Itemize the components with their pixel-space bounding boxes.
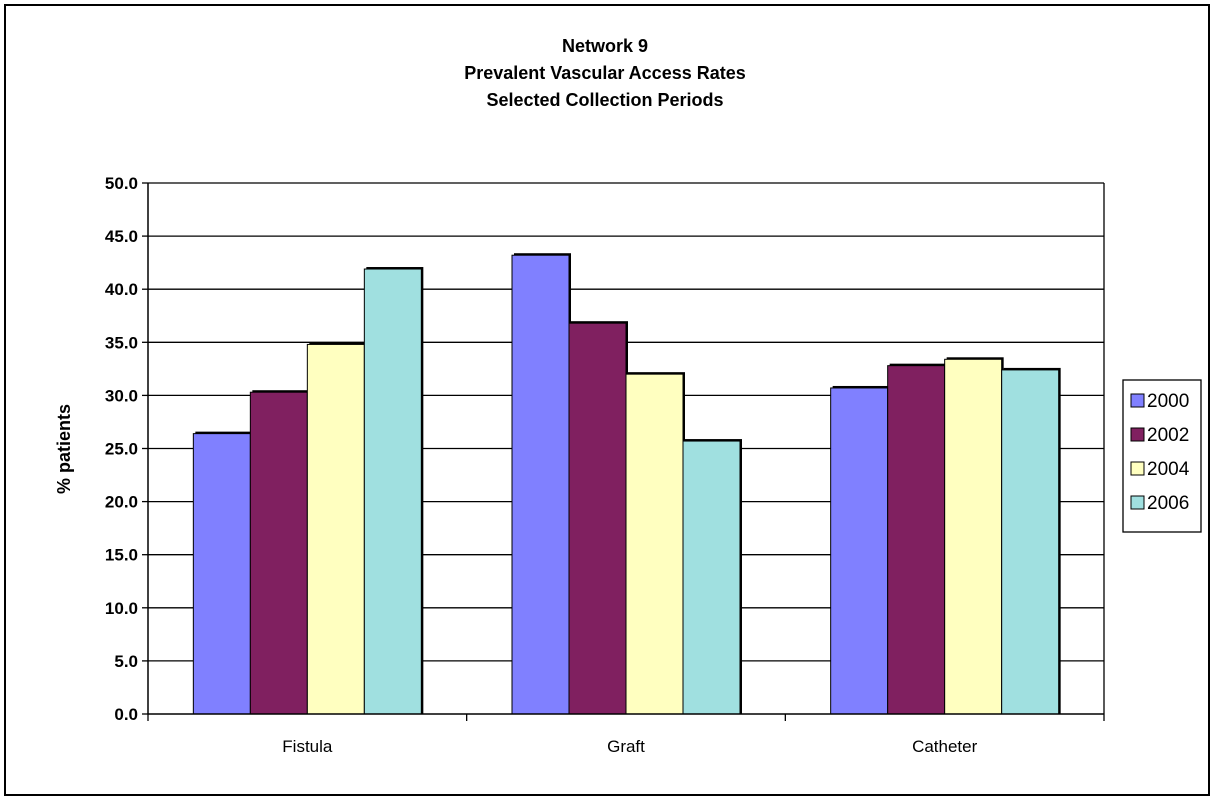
- chart-frame: Network 9 Prevalent Vascular Access Rates…: [4, 4, 1210, 796]
- y-tick-labels: 0.0 5.0 10.0 15.0 20.0 25.0 30.0 35.0 40.0 45.0 50…: [105, 174, 138, 724]
- y-tick-label: 15.0: [105, 546, 138, 565]
- legend-label-2002: 2002: [1147, 425, 1189, 446]
- y-tick-label: 20.0: [105, 493, 138, 512]
- legend-swatch-2006: [1130, 495, 1145, 510]
- bar-2004-graft: [625, 373, 684, 715]
- y-tick-label: 5.0: [114, 652, 138, 671]
- legend-label-2000: 2000: [1147, 391, 1189, 412]
- axes: [142, 182, 1105, 721]
- title-line: Prevalent Vascular Access Rates: [464, 63, 746, 83]
- y-tick-label: 30.0: [105, 386, 138, 405]
- legend: 2000 2002 2004 2006: [1122, 379, 1202, 533]
- y-tick-label: 35.0: [105, 333, 138, 352]
- legend-swatch-2004: [1130, 461, 1145, 476]
- y-tick-label: 50.0: [105, 174, 138, 193]
- bar-2000-catheter: [830, 387, 889, 715]
- bar-2000-fistula: [192, 433, 251, 715]
- bar-2006-catheter: [1001, 369, 1060, 715]
- bars: [192, 253, 1061, 715]
- bar-2004-catheter: [944, 358, 1003, 715]
- legend-label-2006: 2006: [1147, 493, 1189, 514]
- bar-2004-fistula: [306, 343, 365, 715]
- bar-2002-graft: [568, 322, 627, 715]
- x-category-label: Graft: [607, 737, 645, 756]
- y-tick-label: 25.0: [105, 440, 138, 459]
- legend-swatch-2002: [1130, 427, 1145, 442]
- y-axis-label: % patients: [54, 404, 74, 494]
- bar-2002-catheter: [887, 365, 946, 715]
- title-line: Selected Collection Periods: [486, 90, 723, 110]
- chart: Network 9 Prevalent Vascular Access Rates…: [54, 36, 1202, 756]
- x-category-label: Fistula: [282, 737, 333, 756]
- y-tick-label: 45.0: [105, 227, 138, 246]
- legend-swatch-2000: [1130, 393, 1145, 408]
- bar-2002-fistula: [249, 391, 308, 715]
- legend-label-2004: 2004: [1147, 459, 1190, 480]
- y-tick-label: 40.0: [105, 280, 138, 299]
- y-tick-label: 0.0: [114, 705, 138, 724]
- x-category-labels: Fistula Graft Catheter: [282, 737, 977, 756]
- title-line: Network 9: [562, 36, 648, 56]
- x-category-label: Catheter: [912, 737, 978, 756]
- bar-2006-fistula: [363, 268, 422, 715]
- y-tick-label: 10.0: [105, 599, 138, 618]
- bar-2000-graft: [511, 254, 570, 715]
- chart-title: Network 9 Prevalent Vascular Access Rates…: [464, 36, 746, 110]
- bar-2006-graft: [682, 440, 741, 715]
